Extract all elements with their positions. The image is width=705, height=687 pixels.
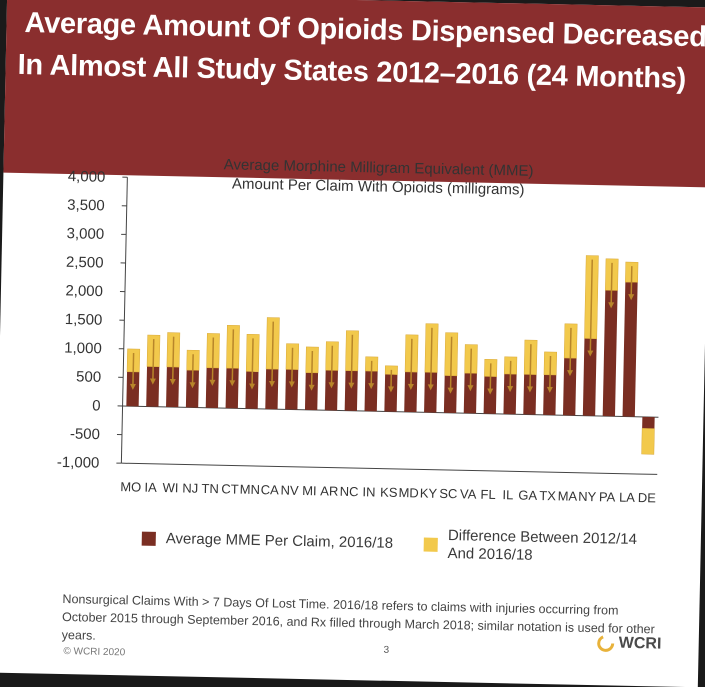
wcri-logo-icon [595, 633, 615, 653]
y-tick-label: 3,000 [66, 225, 104, 243]
y-tick-label: 3,500 [67, 197, 105, 215]
x-tick-label-va: VA [460, 486, 477, 501]
x-tick-label-nv: NV [280, 483, 299, 498]
y-tick-label: 500 [76, 368, 101, 386]
x-tick-label-ct: CT [221, 481, 239, 496]
decrease-arrow-shaft [631, 266, 632, 295]
x-tick-label-mn: MN [240, 482, 261, 497]
x-tick-label-mo: MO [120, 479, 141, 494]
x-axis-line [121, 463, 657, 474]
wcri-logo-text: WCRI [619, 635, 662, 654]
decrease-arrow-shaft [153, 339, 154, 379]
x-tick-label-il: IL [502, 487, 513, 502]
x-tick-label-wi: WI [162, 480, 178, 495]
decrease-arrow-shaft [490, 363, 491, 389]
x-tick-label-ia: IA [144, 480, 157, 495]
bars-group [126, 246, 658, 454]
x-tick-label-pa: PA [599, 489, 616, 504]
decrease-arrow-shaft [351, 335, 352, 384]
decrease-arrow-shaft [570, 328, 571, 371]
x-tick-label-sc: SC [439, 486, 457, 501]
bar-mme-de [642, 417, 655, 429]
x-tick-label-ky: KY [420, 485, 438, 500]
x-tick-label-ca: CA [261, 482, 280, 497]
decrease-arrow-shaft [212, 338, 213, 381]
x-tick-label-nc: NC [340, 484, 359, 499]
x-tick-label-md: MD [398, 485, 419, 500]
decrease-arrow-shaft [530, 344, 531, 387]
x-tick-label-de: DE [638, 490, 657, 505]
x-tick-label-tx: TX [539, 488, 556, 503]
page-number: 3 [383, 645, 389, 656]
decrease-arrow-shaft [611, 263, 612, 303]
decrease-arrow-shaft [193, 354, 194, 383]
x-tick-label-ar: AR [320, 483, 338, 498]
decrease-arrow-shaft [133, 353, 134, 385]
x-tick-label-ga: GA [518, 488, 537, 503]
decrease-arrow-shaft [292, 348, 293, 383]
y-tick-label: -500 [70, 426, 100, 444]
decrease-arrow-shaft [470, 349, 471, 387]
copyright: © WCRI 2020 [63, 646, 125, 658]
decrease-arrow-shaft [550, 356, 551, 388]
y-tick-label: 2,500 [66, 254, 104, 272]
bar-difference-de [642, 428, 655, 454]
y-tick-label: 4,000 [68, 168, 106, 186]
bar-mme-la [623, 282, 638, 417]
x-tick-label-in: IN [362, 484, 375, 499]
y-tick-label: 0 [92, 397, 101, 414]
legend-label-difference: Difference Between 2012/14 And 2016/18 [447, 527, 638, 567]
wcri-logo: WCRI [595, 633, 661, 654]
decrease-arrow-shaft [510, 361, 511, 387]
chart-subtitle: Amount Per Claim With Opioids (milligram… [232, 175, 525, 198]
y-tick-label: 1,500 [65, 311, 103, 329]
y-tick-label: 1,000 [64, 340, 102, 358]
decrease-arrow-shaft [312, 351, 313, 386]
x-tick-label-fl: FL [480, 487, 495, 502]
x-tick-label-la: LA [619, 490, 636, 505]
y-tick-label: 2,000 [65, 282, 103, 300]
decrease-arrow-shaft [332, 346, 333, 384]
bar-mme-pa [603, 290, 618, 416]
x-tick-label-tn: TN [201, 481, 219, 496]
x-tick-label-nj: NJ [182, 480, 198, 495]
decrease-arrow-shaft [411, 339, 412, 385]
legend-swatch-mme [142, 532, 156, 546]
decrease-arrow-shaft [173, 337, 174, 380]
x-tick-label-ny: NY [578, 489, 597, 504]
decrease-arrow-shaft [252, 338, 253, 384]
x-tick-label-ma: MA [558, 488, 578, 503]
y-tick-label: -1,000 [57, 454, 100, 472]
x-tick-label-mi: MI [302, 483, 317, 498]
legend-swatch-difference [424, 538, 438, 552]
x-tick-label-ks: KS [380, 485, 398, 500]
